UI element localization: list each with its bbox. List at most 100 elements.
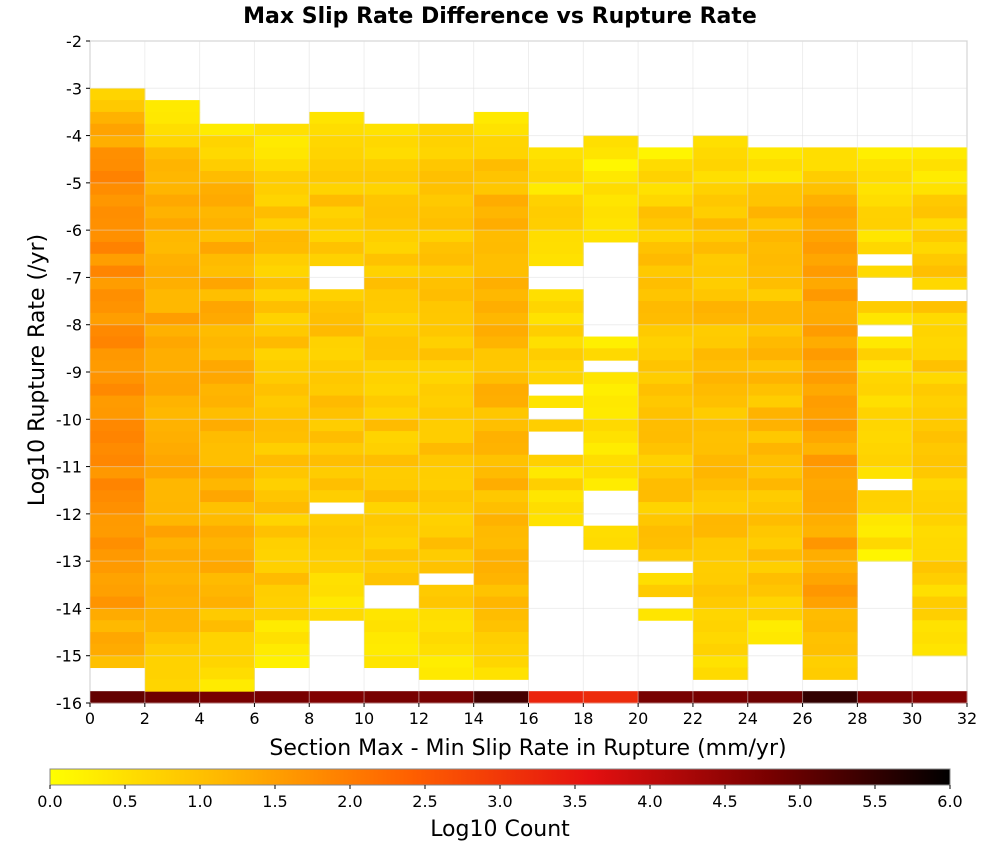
heatmap-cell — [912, 466, 968, 479]
heatmap-cell — [364, 301, 420, 314]
heatmap-cell — [418, 348, 475, 361]
heatmap-cell — [912, 348, 968, 361]
heatmap-cell — [144, 159, 201, 172]
heatmap-cell — [692, 218, 749, 231]
heatmap-cell — [418, 561, 475, 574]
heatmap-cell — [254, 312, 310, 326]
heatmap-cell — [418, 549, 475, 562]
heatmap-cell — [802, 691, 858, 704]
heatmap-cell — [638, 454, 694, 468]
heatmap-cell — [802, 549, 858, 562]
heatmap-cell — [747, 324, 804, 338]
heatmap-cell — [90, 442, 146, 456]
heatmap-cell — [473, 253, 529, 267]
y-tick-label: -5 — [66, 174, 82, 193]
heatmap-cell — [802, 632, 858, 645]
heatmap-cell — [857, 502, 913, 515]
heatmap-cell — [747, 182, 804, 196]
heatmap-cell — [912, 454, 968, 468]
heatmap-cell — [254, 301, 310, 314]
heatmap-cell — [90, 419, 146, 432]
heatmap-cell — [144, 230, 201, 243]
heatmap-cell — [802, 348, 858, 361]
colorbar-tick-label: 2.5 — [412, 792, 437, 811]
heatmap-cell — [309, 312, 365, 326]
y-tick-label: -12 — [56, 505, 82, 524]
heatmap-cell — [802, 454, 858, 468]
heatmap-cell — [692, 277, 749, 290]
heatmap-cell — [692, 336, 749, 349]
heatmap-cell — [309, 478, 365, 491]
heatmap-cell — [857, 241, 913, 255]
heatmap-cell — [199, 324, 255, 338]
colorbar-tick-label: 6.0 — [937, 792, 962, 811]
colorbar-tick-label: 3.0 — [487, 792, 512, 811]
heatmap-cell — [90, 336, 146, 349]
heatmap-cell — [254, 241, 310, 255]
heatmap-cell — [747, 537, 804, 550]
heatmap-cell — [254, 419, 310, 432]
heatmap-cell — [583, 691, 639, 704]
heatmap-cell — [254, 643, 310, 657]
heatmap-cell — [90, 502, 146, 515]
heatmap-cell — [747, 253, 804, 267]
heatmap-cell — [638, 159, 694, 172]
heatmap-cell — [473, 277, 529, 290]
x-tick-label: 12 — [409, 709, 429, 728]
heatmap-cell — [309, 525, 365, 538]
heatmap-cell — [364, 431, 420, 444]
heatmap-cell — [912, 159, 968, 172]
heatmap-cell — [747, 407, 804, 420]
heatmap-cell — [638, 395, 694, 408]
heatmap-cell — [254, 218, 310, 231]
heatmap-cell — [473, 147, 529, 160]
heatmap-cell — [144, 383, 201, 397]
heatmap-cell — [692, 490, 749, 503]
heatmap-cell — [802, 324, 858, 338]
heatmap-cell — [418, 466, 475, 479]
heatmap-cell — [473, 442, 529, 456]
heatmap-cell — [309, 111, 365, 125]
heatmap-cell — [364, 123, 420, 137]
heatmap-cell — [473, 490, 529, 503]
heatmap-cell — [473, 466, 529, 479]
heatmap-cell — [747, 513, 804, 527]
heatmap-cell — [857, 454, 913, 468]
heatmap-cell — [912, 691, 968, 704]
heatmap-cell — [528, 454, 584, 468]
heatmap-cell — [199, 442, 255, 456]
heatmap-cell — [857, 525, 913, 538]
heatmap-cell — [692, 549, 749, 562]
heatmap-cell — [912, 572, 968, 586]
heatmap-cell — [90, 395, 146, 408]
heatmap-cell — [692, 442, 749, 456]
heatmap-cell — [144, 277, 201, 290]
heatmap-cell — [912, 632, 968, 645]
heatmap-cell — [254, 324, 310, 338]
heatmap-cell — [802, 206, 858, 219]
heatmap-cell — [199, 667, 255, 680]
heatmap-cell — [364, 171, 420, 184]
x-tick-label: 14 — [464, 709, 484, 728]
heatmap-cell — [364, 230, 420, 243]
heatmap-cell — [528, 159, 584, 172]
heatmap-cell — [912, 372, 968, 385]
heatmap-cell — [912, 608, 968, 621]
heatmap-cell — [144, 502, 201, 515]
heatmap-cell — [309, 241, 365, 255]
heatmap-cell — [364, 253, 420, 267]
heatmap-cell — [144, 395, 201, 408]
heatmap-cell — [747, 301, 804, 314]
y-tick-label: -3 — [66, 79, 82, 98]
heatmap-cell — [692, 230, 749, 243]
heatmap-cell — [528, 419, 584, 432]
heatmap-cell — [418, 383, 475, 397]
heatmap-cell — [144, 123, 201, 137]
heatmap-cell — [692, 383, 749, 397]
heatmap-cell — [199, 312, 255, 326]
x-tick-label: 30 — [902, 709, 922, 728]
heatmap-cell — [912, 525, 968, 538]
heatmap-cell — [857, 147, 913, 160]
heatmap-cell — [199, 123, 255, 137]
heatmap-cell — [857, 691, 913, 704]
